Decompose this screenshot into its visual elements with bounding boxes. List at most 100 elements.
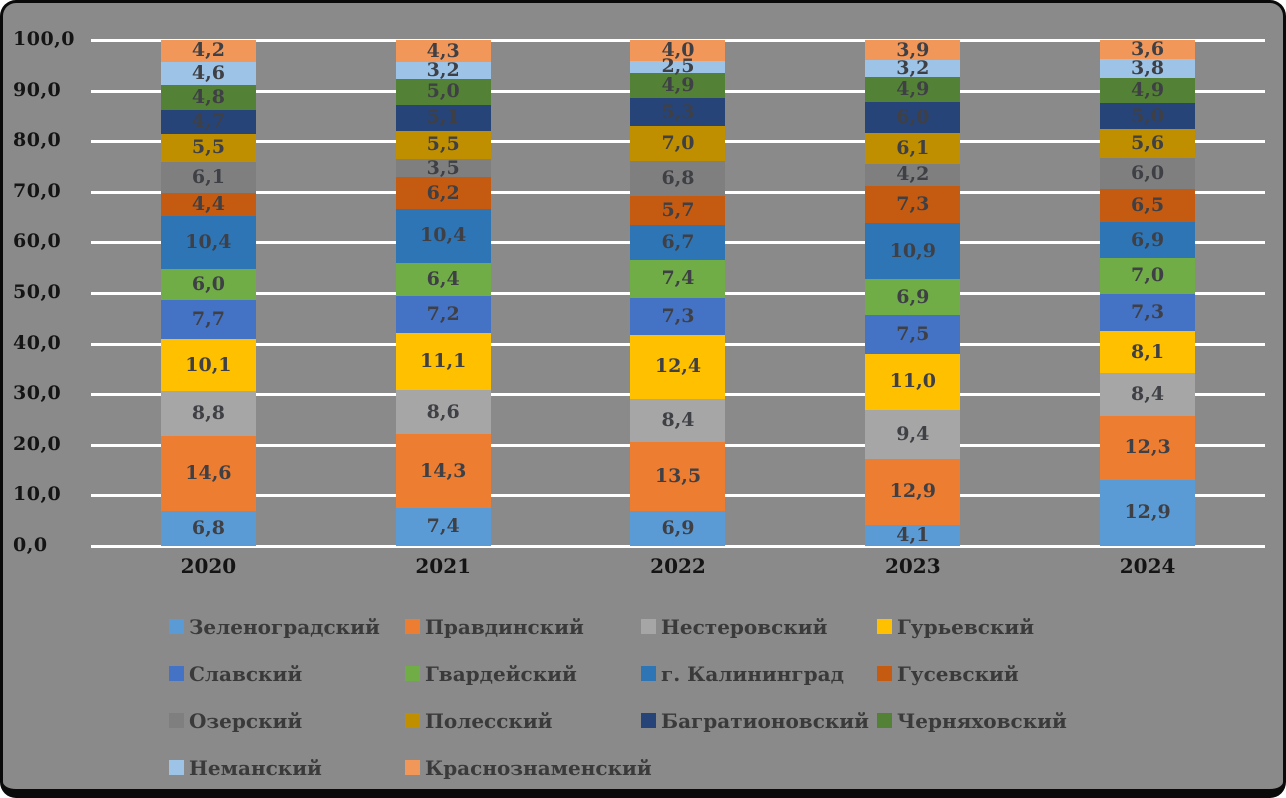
legend-item: Гусевский — [877, 650, 1113, 697]
bar-segment: 5,6 — [1100, 129, 1196, 158]
bar-segment: 7,0 — [1100, 257, 1196, 294]
bar-segment-label: 3,9 — [896, 38, 930, 61]
bar-segment-label: 8,8 — [191, 402, 225, 425]
legend-swatch-icon — [169, 666, 184, 681]
legend-label: Гвардейский — [425, 661, 577, 686]
bar-segment: 4,3 — [395, 40, 491, 63]
y-tick-label: 0,0 — [13, 533, 48, 556]
bar-segment-label: 4,9 — [661, 74, 695, 97]
legend: Зеленоградский Правдинский Нестеровский Гур… — [169, 603, 1129, 789]
bar-segment-label: 10,1 — [185, 353, 232, 376]
bar-column-2022: 6,9 13,5 8,4 12,4 7,3 7,4 6,7 5,7 6,8 7,0 5,3 4,9 2,… — [561, 40, 796, 546]
bar-segment: 7,7 — [160, 299, 256, 340]
bar-segment-label: 6,8 — [191, 517, 225, 540]
legend-swatch-icon — [641, 713, 656, 728]
bar-segment-label: 6,7 — [661, 231, 695, 254]
legend-swatch-icon — [877, 666, 892, 681]
legend-item: Гвардейский — [405, 650, 641, 697]
bar-segment-label: 6,9 — [661, 516, 695, 539]
bar-segment: 7,2 — [395, 295, 491, 333]
bar-segment: 4,2 — [160, 40, 256, 62]
bar-segment: 7,3 — [1100, 293, 1196, 332]
bar-segment: 7,3 — [630, 297, 726, 336]
legend-swatch-icon — [877, 713, 892, 728]
bar-segment-label: 14,6 — [185, 462, 232, 485]
bar-segment-label: 6,4 — [426, 267, 460, 290]
bar-segment: 10,1 — [160, 339, 256, 392]
bar-segment: 4,4 — [160, 193, 256, 216]
y-tick-label: 100,0 — [13, 27, 75, 50]
legend-item: Неманский — [169, 744, 405, 789]
bar-segment: 6,0 — [1100, 157, 1196, 189]
legend-swatch-icon — [641, 666, 656, 681]
bar-segment: 6,7 — [630, 225, 726, 260]
legend-swatch-icon — [405, 713, 420, 728]
bar-segment: 4,0 — [630, 38, 726, 61]
bar-segment: 3,2 — [865, 56, 961, 79]
legend-label: Озерский — [189, 708, 303, 733]
bar-segment: 3,6 — [1100, 39, 1196, 59]
bar-segment-label: 7,4 — [661, 267, 695, 290]
bar-column-2023: 4,1 12,9 9,4 11,0 7,5 6,9 10,9 7,3 4,2 6,1 6,0 4,9 3… — [795, 40, 1030, 546]
bar-segment: 11,0 — [865, 353, 961, 411]
x-tick-label: 2022 — [650, 554, 706, 578]
bar-segment: 8,4 — [630, 398, 726, 442]
bar-segment: 5,3 — [630, 98, 726, 126]
bar-segment-label: 2,5 — [661, 55, 695, 78]
bar-segment-label: 7,2 — [426, 302, 460, 325]
legend-item: Нестеровский — [641, 603, 877, 650]
bar-segment: 9,4 — [865, 410, 961, 459]
bar-segment-label: 12,3 — [1124, 436, 1171, 459]
bar-segment-label: 3,2 — [896, 56, 930, 79]
bar-segment-label: 4,1 — [896, 523, 930, 546]
bar-segment: 4,9 — [630, 73, 726, 99]
bar-column-2020: 6,8 14,6 8,8 10,1 7,7 6,0 10,4 4,4 6,1 5,5 4,7 4,8 4… — [91, 40, 326, 546]
bar-segment: 6,4 — [395, 262, 491, 296]
bar-segment: 10,4 — [160, 215, 256, 270]
bar-segment-label: 10,4 — [420, 224, 467, 247]
bar-segment: 5,0 — [1100, 103, 1196, 130]
bar-segment-label: 13,5 — [654, 464, 702, 487]
bar-segment: 13,5 — [630, 441, 726, 511]
bar-segment-label: 12,9 — [1124, 501, 1171, 524]
bar-segment: 8,8 — [160, 391, 256, 437]
bar-segment-label: 4,6 — [191, 61, 225, 84]
bar-segment: 11,1 — [395, 332, 491, 390]
bar-segment-label: 6,5 — [1131, 194, 1165, 217]
bar-segment-label: 7,0 — [661, 132, 695, 155]
legend-item: Зеленоградский — [169, 603, 405, 650]
bar-segment: 12,4 — [630, 335, 726, 399]
bar-segment: 5,5 — [395, 130, 491, 160]
bar-segment: 3,9 — [865, 38, 961, 61]
bar-segment: 7,5 — [865, 314, 961, 354]
legend-label: Неманский — [189, 755, 322, 780]
bar-segment-label: 12,9 — [889, 480, 936, 503]
legend-swatch-icon — [405, 666, 420, 681]
y-tick-label: 90,0 — [13, 78, 62, 101]
bar-segment-label: 5,0 — [426, 80, 460, 103]
bar-segment-label: 6,8 — [661, 167, 695, 190]
bar-segment: 6,9 — [865, 279, 961, 315]
bar-segment-label: 7,5 — [896, 322, 930, 345]
bar-segment-label: 5,5 — [191, 136, 225, 159]
bar-segment-label: 7,3 — [896, 193, 930, 216]
legend-label: Гурьевский — [897, 614, 1035, 639]
bar-segment: 3,5 — [395, 158, 491, 178]
bar-segment: 14,3 — [395, 434, 491, 508]
bar-segment-label: 4,9 — [896, 77, 930, 100]
y-tick-label: 60,0 — [13, 230, 62, 253]
bar-segment: 7,4 — [395, 507, 491, 546]
bar-segment: 5,5 — [160, 133, 256, 163]
bar-segment-label: 4,0 — [661, 38, 695, 61]
bar-segment-label: 6,2 — [426, 181, 460, 204]
bar-segment: 4,6 — [160, 61, 256, 86]
bar-segment-label: 5,5 — [426, 133, 460, 156]
legend-label: Славский — [189, 661, 303, 686]
bar-segment-label: 6,0 — [191, 273, 225, 296]
legend-label: Полесский — [425, 708, 553, 733]
legend-label: Нестеровский — [661, 614, 828, 639]
bar-segment: 7,4 — [630, 259, 726, 298]
bar-segment-label: 8,1 — [1131, 340, 1165, 363]
legend-item: Багратионовский — [641, 697, 877, 744]
